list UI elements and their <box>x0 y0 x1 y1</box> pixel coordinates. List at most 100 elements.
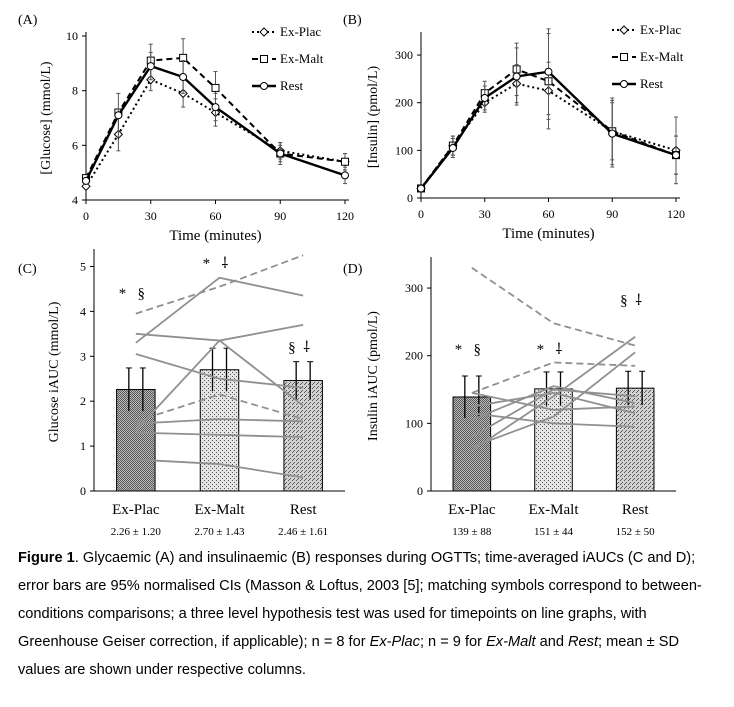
marker-circle <box>620 80 628 88</box>
y-tick-label: 0 <box>407 191 413 205</box>
significance-marker: * § <box>119 286 145 302</box>
individual-line <box>135 418 304 425</box>
x-tick-label: 90 <box>274 209 286 223</box>
marker-square <box>260 55 268 63</box>
individual-line <box>135 254 304 315</box>
marker-square <box>341 157 349 166</box>
legend-item-rest: Rest <box>612 76 664 91</box>
individual-line <box>471 336 636 452</box>
caption-run: and <box>535 634 568 650</box>
x-tick-label: 0 <box>418 207 424 221</box>
x-tick-label: 30 <box>479 207 491 221</box>
legend-label: Ex-Malt <box>280 51 324 66</box>
legend-item-ex-plac: Ex-Plac <box>252 24 321 39</box>
marker-diamond <box>81 181 91 192</box>
caption-run: . Glycaemic (A) and insulinaemic (B) res… <box>18 550 702 650</box>
series-rest <box>417 28 680 193</box>
y-tick-label: 6 <box>72 138 78 152</box>
panel-label: (D) <box>343 262 363 277</box>
individual-line <box>135 276 304 344</box>
mean-sd-label: 2.46 ± 1.61 <box>278 526 328 538</box>
individual-line <box>471 392 636 411</box>
y-tick-label: 5 <box>80 259 86 273</box>
marker-circle <box>480 93 489 102</box>
marker-circle <box>608 129 617 138</box>
bar-rest <box>615 370 655 492</box>
marker-circle <box>544 67 553 76</box>
individual-line <box>471 385 636 421</box>
significance-marker: * ⸸ <box>203 256 229 272</box>
bar <box>116 389 156 492</box>
individual-line <box>471 361 636 394</box>
x-tick-label: Rest <box>290 502 318 518</box>
individual-line <box>135 323 304 342</box>
x-tick-label: Ex-Plac <box>112 502 160 518</box>
significance-marker: * ⸸ <box>537 342 563 358</box>
individual-line <box>471 267 636 347</box>
x-tick-label: 0 <box>83 209 89 223</box>
x-tick-label: 120 <box>667 207 685 221</box>
bar-ex-malt <box>199 347 240 492</box>
legend-label: Rest <box>640 76 664 91</box>
bar-ex-plac <box>116 367 156 492</box>
x-tick-label: 30 <box>145 209 157 223</box>
bar <box>615 387 655 492</box>
legend-label: Ex-Plac <box>280 24 321 39</box>
mean-sd-label: 2.70 ± 1.43 <box>194 526 245 538</box>
x-tick-label: Ex-Malt <box>195 502 246 518</box>
y-axis-label: Insulin iAUC (pmol/L) <box>366 311 381 441</box>
marker-circle <box>672 151 680 160</box>
marker-circle <box>417 184 425 193</box>
legend-label: Ex-Plac <box>640 22 681 37</box>
bar <box>452 396 492 492</box>
bar-rest <box>283 361 323 492</box>
marker-circle <box>276 149 285 158</box>
marker-square <box>211 83 220 92</box>
marker-circle <box>179 73 188 81</box>
panel-a: (A) 4 6 8 10 [Glucose] (mmol/L) 0 30 60 90 120 Time… <box>18 13 354 244</box>
panel-c: (C) 0 1 2 3 4 5 Glucose iAUC (mmol/L) Ex-Plac 2.2… <box>18 249 345 538</box>
caption-run: Ex-Malt <box>486 634 536 650</box>
bar-ex-plac <box>452 375 492 492</box>
caption-text: . Glycaemic (A) and insulinaemic (B) res… <box>18 550 702 678</box>
bar <box>199 369 240 492</box>
legend-item-rest: Rest <box>252 78 304 93</box>
caption-run: Rest <box>568 634 599 650</box>
marker-diamond <box>619 25 629 35</box>
y-axis-label: [Insulin] (pmol/L) <box>366 66 381 169</box>
marker-circle <box>82 176 90 185</box>
series-rest <box>82 51 349 185</box>
y-tick-label: 0 <box>417 484 423 498</box>
individual-line <box>471 412 636 428</box>
individual-line <box>135 458 304 479</box>
figure-caption: Figure 1. Glycaemic (A) and insulinaemic… <box>18 544 718 684</box>
y-tick-label: 8 <box>72 84 78 98</box>
marker-circle <box>260 82 268 90</box>
individual-line <box>471 351 636 448</box>
panel-b: (B) 0 100 200 300 [Insulin] (pmol/L) 0 30 60 90 12… <box>343 13 685 242</box>
individual-line <box>135 431 304 439</box>
x-tick-label: 120 <box>336 209 354 223</box>
x-axis-label: Time (minutes) <box>169 228 261 244</box>
mean-sd-label: 139 ± 88 <box>452 526 492 538</box>
individual-line <box>471 391 636 415</box>
y-axis-label: [Glucose] (mmol/L) <box>39 61 54 174</box>
significance-marker: * § <box>455 342 481 358</box>
y-tick-label: 0 <box>80 484 86 498</box>
individual-line <box>471 388 636 438</box>
x-tick-label: 60 <box>210 209 222 223</box>
marker-square <box>620 53 628 61</box>
y-tick-label: 3 <box>80 349 86 363</box>
x-tick-label: 60 <box>543 207 555 221</box>
mean-sd-label: 152 ± 50 <box>616 526 656 538</box>
mean-sd-label: 151 ± 44 <box>534 526 574 538</box>
panel-label: (A) <box>18 13 38 28</box>
mean-sd-label: 2.26 ± 1.20 <box>111 526 162 538</box>
x-tick-label: Rest <box>622 502 650 518</box>
marker-circle <box>512 72 521 81</box>
caption-run: ; mean ± SD values are shown under respe… <box>18 634 680 678</box>
panel-d: (D) 0 100 200 300 Insulin iAUC (pmol/L) Ex-Pla… <box>343 257 676 538</box>
individual-line <box>135 353 304 389</box>
y-tick-label: 300 <box>405 281 423 295</box>
x-tick-label: 90 <box>606 207 618 221</box>
